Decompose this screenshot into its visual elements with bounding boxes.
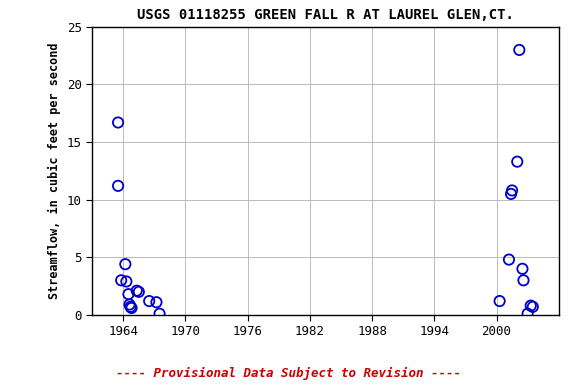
Point: [132, 288, 141, 294]
Point: [528, 304, 537, 310]
Point: [507, 187, 517, 194]
Point: [152, 299, 161, 305]
Point: [122, 278, 131, 285]
Point: [127, 305, 136, 311]
Point: [519, 277, 528, 283]
Text: ---- Provisional Data Subject to Revision ----: ---- Provisional Data Subject to Revisio…: [116, 367, 460, 380]
Title: USGS 01118255 GREEN FALL R AT LAUREL GLEN,CT.: USGS 01118255 GREEN FALL R AT LAUREL GLE…: [137, 8, 514, 22]
Point: [121, 261, 130, 267]
Point: [124, 291, 133, 297]
Point: [506, 191, 516, 197]
Point: [134, 289, 143, 295]
Point: [155, 311, 164, 317]
Point: [513, 159, 522, 165]
Y-axis label: Streamflow, in cubic feet per second: Streamflow, in cubic feet per second: [48, 43, 61, 299]
Point: [518, 266, 527, 272]
Point: [125, 301, 134, 308]
Point: [505, 257, 514, 263]
Point: [116, 277, 126, 283]
Point: [113, 183, 123, 189]
Point: [495, 298, 504, 304]
Point: [523, 311, 532, 317]
Point: [515, 47, 524, 53]
Point: [145, 298, 154, 304]
Point: [113, 119, 123, 126]
Point: [526, 303, 535, 309]
Point: [126, 304, 135, 310]
